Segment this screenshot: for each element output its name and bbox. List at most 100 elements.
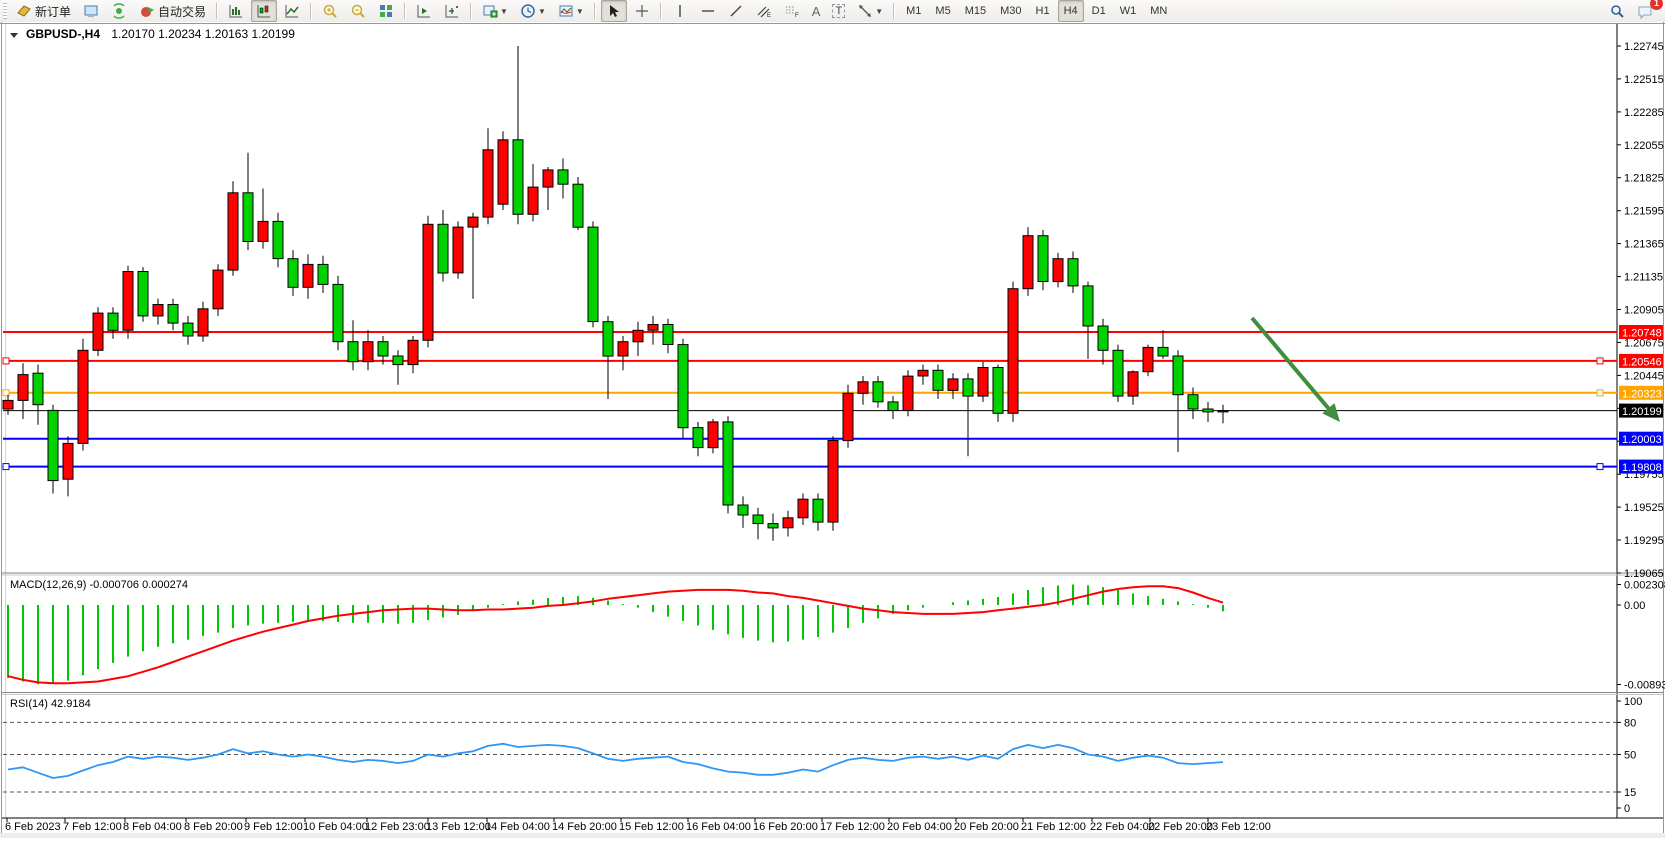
search-button[interactable] xyxy=(1604,0,1630,22)
indicators-button[interactable]: ▼ xyxy=(477,0,513,22)
candle xyxy=(632,329,644,343)
line-handle[interactable] xyxy=(2,357,10,365)
candle xyxy=(737,504,749,516)
time-axis-label: 21 Feb 12:00 xyxy=(1021,821,1086,833)
tile-windows-button[interactable] xyxy=(373,0,399,22)
line-handle[interactable] xyxy=(2,463,10,471)
candlestick-chart-button[interactable] xyxy=(251,0,278,22)
horizontal-line-icon xyxy=(700,3,716,19)
timeframe-d1-button[interactable]: D1 xyxy=(1091,5,1106,17)
time-axis-label: 6 Feb 2023 xyxy=(5,821,61,833)
candle xyxy=(512,139,524,215)
cursor-tool-button[interactable] xyxy=(600,0,627,22)
price-badge[interactable]: 1.20748 xyxy=(1619,325,1663,340)
price-badge[interactable]: 1.20323 xyxy=(1619,385,1663,401)
candle xyxy=(302,263,314,288)
horizontal-line-tool-button[interactable] xyxy=(695,0,721,22)
candle xyxy=(422,223,434,341)
chart-canvas[interactable]: 1.22745 1.22515 1.22285 1.22055 1.21825 1.215… xyxy=(0,22,1665,838)
time-axis-label: 8 Feb 04:00 xyxy=(123,821,182,833)
collapse-triangle-icon[interactable] xyxy=(10,33,18,38)
auto-scroll-button[interactable] xyxy=(411,0,437,22)
time-axis-label: 13 Feb 12:00 xyxy=(426,821,491,833)
price-tick-label: 1.22745 xyxy=(1624,41,1664,53)
notifications-button[interactable]: 1 xyxy=(1632,0,1663,22)
zoom-in-button[interactable] xyxy=(317,0,343,22)
timeframe-group: M1 M5 M15 M30 H1 H4 D1 W1 MN xyxy=(899,0,1174,22)
periods-button[interactable]: ▼ xyxy=(515,0,551,22)
price-tick-label: 1.19295 xyxy=(1624,535,1664,547)
candle xyxy=(107,312,119,331)
pane-divider-rsi[interactable] xyxy=(2,692,1663,695)
timeframe-w1-button[interactable]: W1 xyxy=(1119,5,1137,17)
chart-shift-button[interactable] xyxy=(439,0,465,22)
timeframe-h1-button[interactable]: H1 xyxy=(1035,5,1050,17)
line-handle[interactable] xyxy=(1596,357,1604,365)
chart-window-button[interactable] xyxy=(78,0,104,22)
vertical-line-tool-button[interactable] xyxy=(667,0,693,22)
candle xyxy=(602,321,614,357)
new-order-button[interactable]: 新订单 xyxy=(11,0,76,22)
line-handle[interactable] xyxy=(1596,389,1604,397)
candle xyxy=(212,269,224,310)
line-handle[interactable] xyxy=(2,389,10,397)
toolbar-separator xyxy=(593,3,596,19)
timeframe-m5-button[interactable]: M5 xyxy=(935,5,951,17)
rsi-tick-label: 80 xyxy=(1624,717,1636,729)
vertical-line-icon xyxy=(672,3,688,19)
line-handle[interactable] xyxy=(1596,463,1604,471)
candle xyxy=(752,514,764,525)
channel-tool-button[interactable]: E xyxy=(751,0,777,22)
line-chart-button[interactable] xyxy=(279,0,305,22)
fibonacci-tool-button[interactable]: F xyxy=(779,0,805,22)
candle xyxy=(1172,355,1184,396)
auto-trading-label: 自动交易 xyxy=(158,4,207,19)
time-axis-label: 22 Feb 20:00 xyxy=(1148,821,1213,833)
candle xyxy=(122,271,134,331)
bar-chart-button[interactable] xyxy=(223,0,249,22)
trendline-tool-button[interactable] xyxy=(723,0,749,22)
timeframe-m15-button[interactable]: M15 xyxy=(964,5,987,17)
price-badge[interactable]: 1.20546 xyxy=(1619,353,1663,369)
timeframe-mn-button[interactable]: MN xyxy=(1150,5,1168,17)
timeframe-h4-button[interactable]: H4 xyxy=(1057,0,1084,22)
price-badge-bg xyxy=(1619,353,1663,368)
templates-button[interactable]: ▼ xyxy=(553,0,589,22)
signals-button[interactable] xyxy=(106,0,132,22)
candle xyxy=(497,139,509,205)
chat-bubble-icon xyxy=(1637,3,1653,20)
svg-text:E: E xyxy=(767,13,771,19)
trend-annotation-arrow[interactable] xyxy=(1250,316,1340,422)
price-tick-label: 1.20675 xyxy=(1624,337,1664,349)
candle xyxy=(707,421,719,449)
candle xyxy=(1097,325,1109,351)
auto-trading-button[interactable]: 自动交易 xyxy=(134,0,211,22)
zoom-out-icon xyxy=(350,3,366,19)
label-tool-button[interactable]: T xyxy=(827,0,850,22)
price-badge[interactable]: 1.19808 xyxy=(1619,459,1663,475)
crosshair-tool-button[interactable] xyxy=(629,0,655,22)
zoom-out-button[interactable] xyxy=(345,0,371,22)
price-badge[interactable]: 1.20003 xyxy=(1619,431,1663,447)
time-axis-label: 10 Feb 04:00 xyxy=(303,821,368,833)
time-axis-label: 15 Feb 12:00 xyxy=(619,821,684,833)
line-chart-icon xyxy=(284,3,300,19)
text-tool-button[interactable]: A xyxy=(807,0,826,22)
pane-divider-macd[interactable] xyxy=(2,572,1663,576)
cursor-icon xyxy=(606,3,622,19)
price-badge-label: 1.19808 xyxy=(1622,462,1662,474)
arrows-tool-button[interactable]: ▼ xyxy=(852,0,888,22)
price-badge[interactable]: 1.20199 xyxy=(1619,403,1663,419)
candle xyxy=(1127,371,1139,397)
timeframe-m1-button[interactable]: M1 xyxy=(906,5,922,17)
price-badge-bg xyxy=(1619,325,1663,339)
price-tick-label: 1.21365 xyxy=(1624,239,1664,251)
toolbar-grip[interactable] xyxy=(3,3,7,19)
timeframe-m30-button[interactable]: M30 xyxy=(1000,5,1022,17)
candle xyxy=(167,304,179,324)
candle xyxy=(662,324,674,345)
candle xyxy=(1112,349,1124,397)
dropdown-arrow-icon: ▼ xyxy=(575,6,584,16)
candle xyxy=(797,498,809,519)
candle xyxy=(77,349,89,444)
